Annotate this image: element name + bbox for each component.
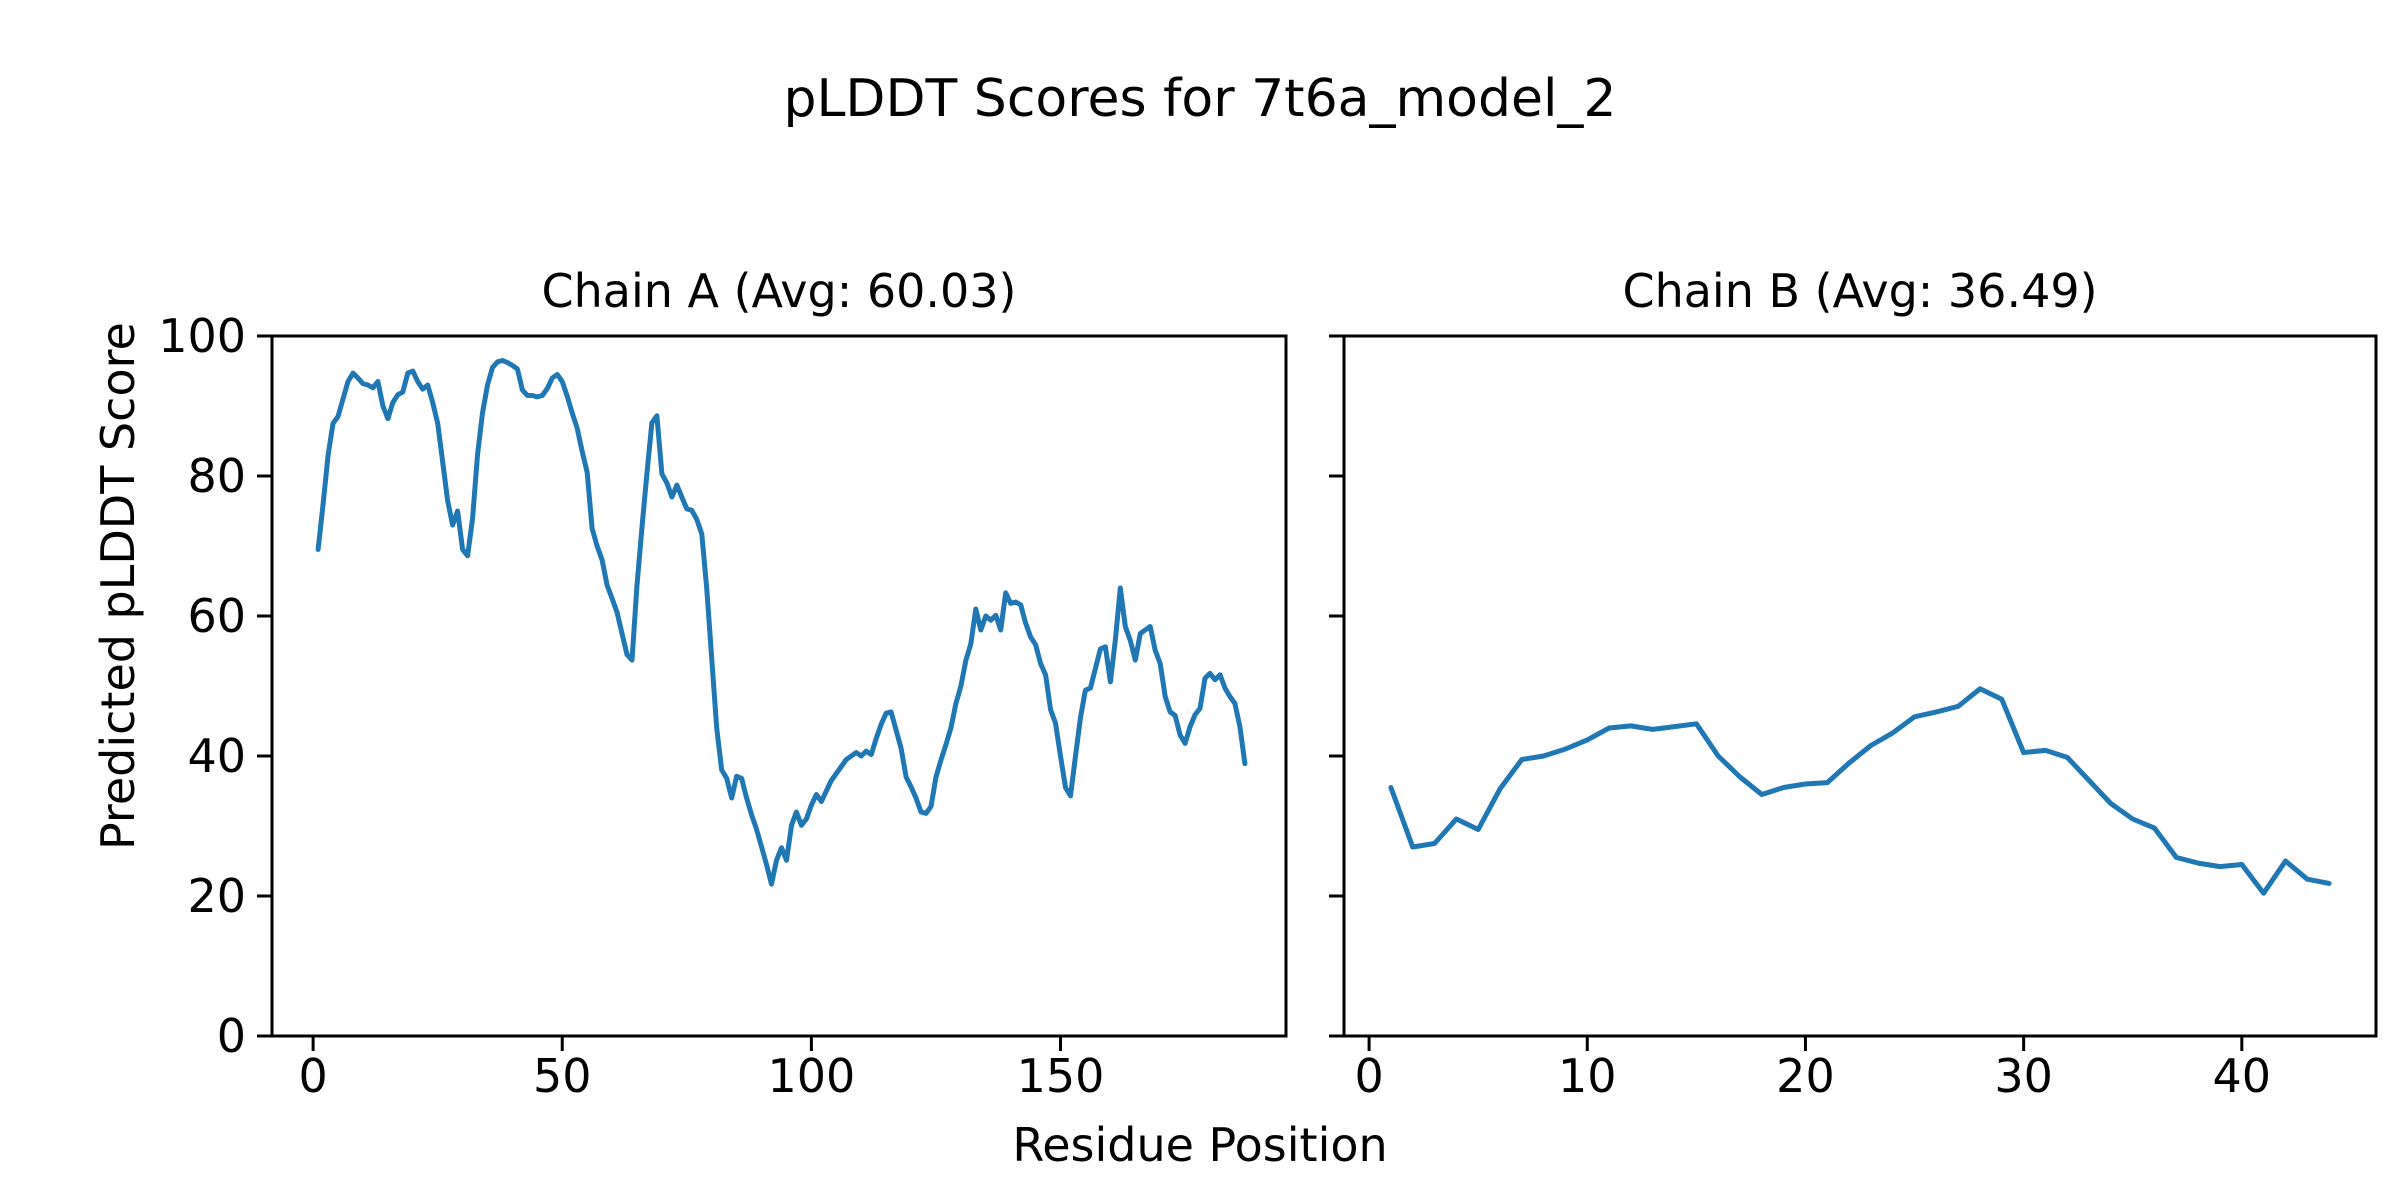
chain-b-x-tick-label: 0	[1354, 1049, 1383, 1103]
chain-b-subplot-title: Chain B (Avg: 36.49)	[1622, 264, 2098, 318]
chain-a-y-tick-label: 40	[187, 729, 246, 783]
x-axis-label: Residue Position	[1012, 1118, 1388, 1172]
chain-b-x-tick-label: 40	[2213, 1049, 2272, 1103]
chain-b-x-tick-label: 10	[1558, 1049, 1617, 1103]
chain-a-axes-frame	[270, 334, 1288, 1038]
chain-a-y-tick-label: 0	[217, 1009, 246, 1063]
chain-a-x-tick-label: 0	[298, 1049, 327, 1103]
chain-a-x-tick-label: 50	[533, 1049, 592, 1103]
chain-a-subplot-title: Chain A (Avg: 60.03)	[541, 264, 1017, 318]
chain-a-x-tick-label: 150	[1017, 1049, 1105, 1103]
chain-a-x-tick-label: 100	[767, 1049, 855, 1103]
chain-b-axes-frame	[1342, 334, 2378, 1038]
figure-title: pLDDT Scores for 7t6a_model_2	[783, 69, 1617, 129]
chain-b-x-tick-label: 30	[1994, 1049, 2053, 1103]
chain-a-y-tick-label: 80	[187, 449, 246, 503]
chain-a-y-tick-label: 60	[187, 589, 246, 643]
chain-b-plddt-line	[1388, 686, 2332, 896]
chain-a-y-tick-label: 20	[187, 869, 246, 923]
chain-a-plddt-line	[315, 358, 1248, 887]
y-axis-label: Predicted pLDDT Score	[91, 322, 145, 850]
chain-b-x-tick-label: 20	[1776, 1049, 1835, 1103]
chain-a-y-tick-label: 100	[158, 309, 246, 363]
